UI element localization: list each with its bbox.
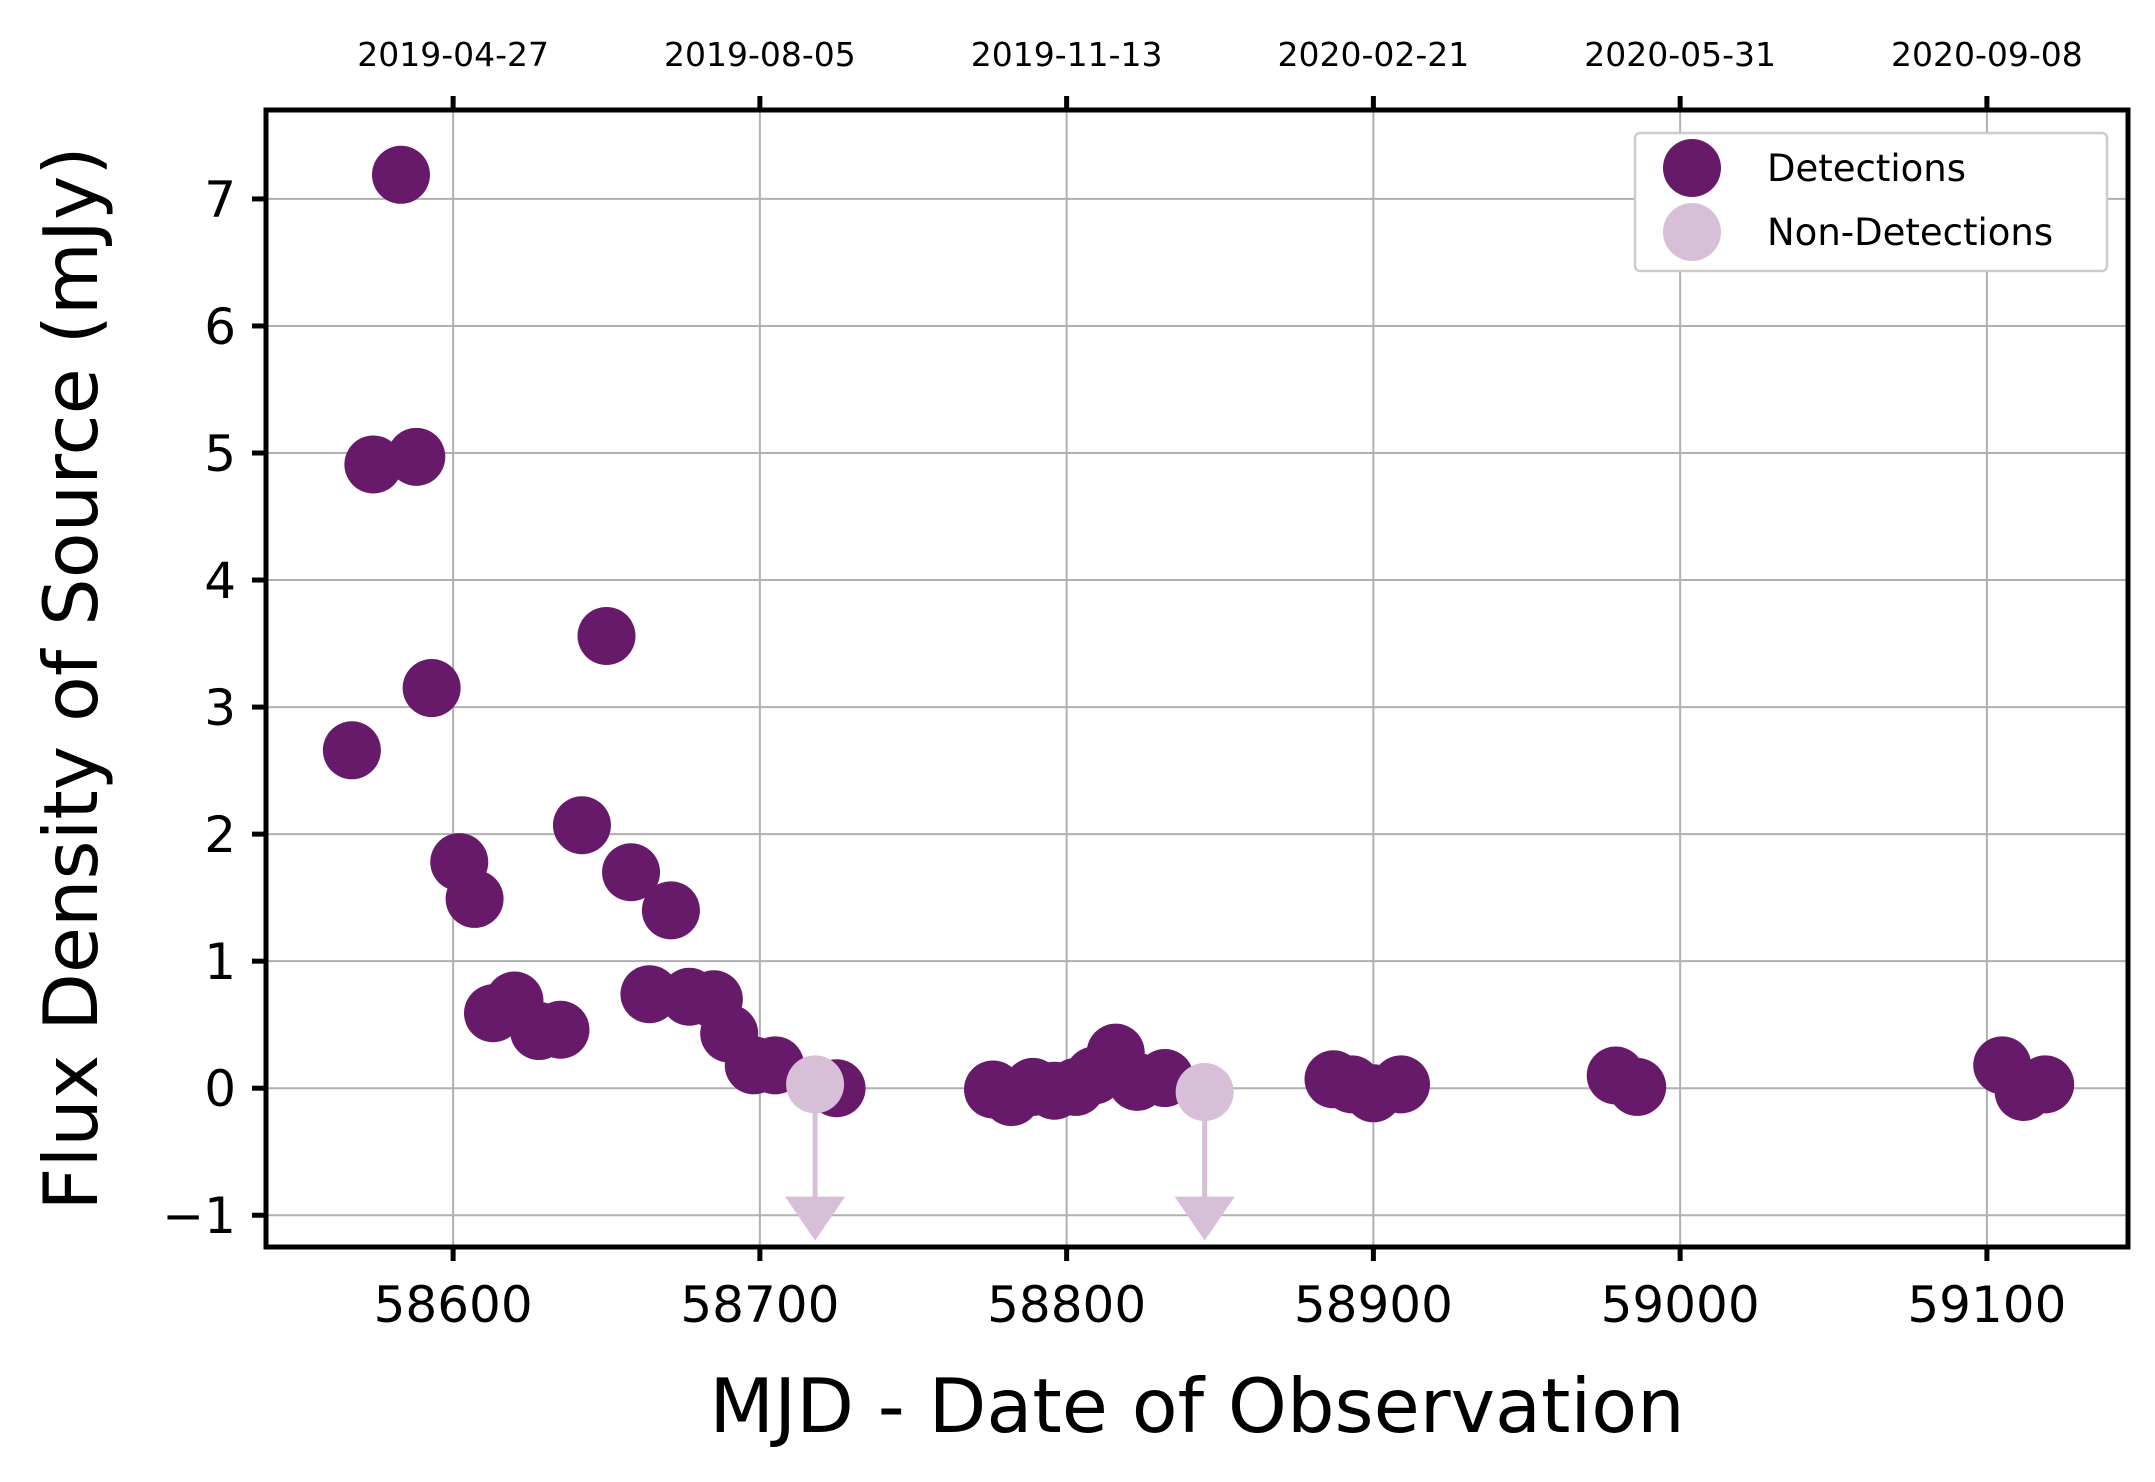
plot-frame [263, 107, 2131, 1250]
x-tick-label: 58800 [987, 1276, 1146, 1334]
top-tick-label: 2020-09-08 [1891, 35, 2083, 74]
upper-limit-arrow-head [785, 1196, 846, 1241]
detection-point [552, 796, 611, 855]
y-tick-label: 4 [204, 552, 236, 610]
x-tick-label: 59100 [1907, 1276, 2066, 1334]
detection-point [641, 881, 700, 940]
detection-point [322, 721, 381, 780]
detection-point [371, 145, 430, 204]
legend-label-non-detections: Non-Detections [1767, 211, 2053, 254]
x-axis-title: MJD - Date of Observation [709, 1362, 1684, 1450]
detection-point [2016, 1055, 2075, 1114]
y-tick-label: 0 [204, 1060, 236, 1118]
top-tick-label: 2019-11-13 [971, 35, 1163, 74]
detection-point [402, 659, 461, 718]
x-tick-label: 58600 [374, 1276, 533, 1334]
legend-marker-detections [1663, 139, 1721, 197]
detection-point [531, 1000, 590, 1059]
y-tick-label: 6 [204, 298, 236, 356]
x-tick-label: 58900 [1294, 1276, 1453, 1334]
detection-point [602, 843, 661, 902]
top-tick-label: 2020-02-21 [1277, 35, 1469, 74]
legend-marker-non-detections [1663, 203, 1721, 261]
marks-layer [322, 145, 2075, 1241]
legend-label-detections: Detections [1767, 147, 1966, 190]
y-tick-label: −1 [162, 1187, 236, 1245]
detection-point [577, 606, 636, 665]
top-tick-label: 2019-04-27 [357, 35, 549, 74]
y-tick-label: 2 [204, 806, 236, 864]
top-tick-label: 2019-08-05 [664, 35, 856, 74]
legend-box [1633, 131, 2109, 273]
y-tick-label: 5 [204, 425, 236, 483]
non-detection-point [786, 1055, 845, 1114]
top-tick-label: 2020-05-31 [1584, 35, 1776, 74]
detection-point [1608, 1057, 1667, 1116]
upper-limit-arrow-head [1174, 1196, 1235, 1241]
detection-point [445, 869, 504, 928]
x-tick-label: 59000 [1601, 1276, 1760, 1334]
detection-point [1371, 1055, 1430, 1114]
detection-point [344, 435, 403, 494]
legend: Detections Non-Detections [1633, 131, 2109, 273]
x-tick-label: 58700 [680, 1276, 839, 1334]
non-detection-point [1175, 1063, 1234, 1122]
y-tick-label: 1 [204, 933, 236, 991]
y-axis-title: Flux Density of Source (mJy) [27, 146, 115, 1210]
axes-layer: 58600 58700 58800 58900 59000 59100 2019-04-27… [162, 35, 2083, 1334]
detection-point [387, 427, 446, 486]
grid-layer [266, 110, 2128, 1247]
y-tick-label: 3 [204, 679, 236, 737]
y-tick-label: 7 [204, 171, 236, 229]
